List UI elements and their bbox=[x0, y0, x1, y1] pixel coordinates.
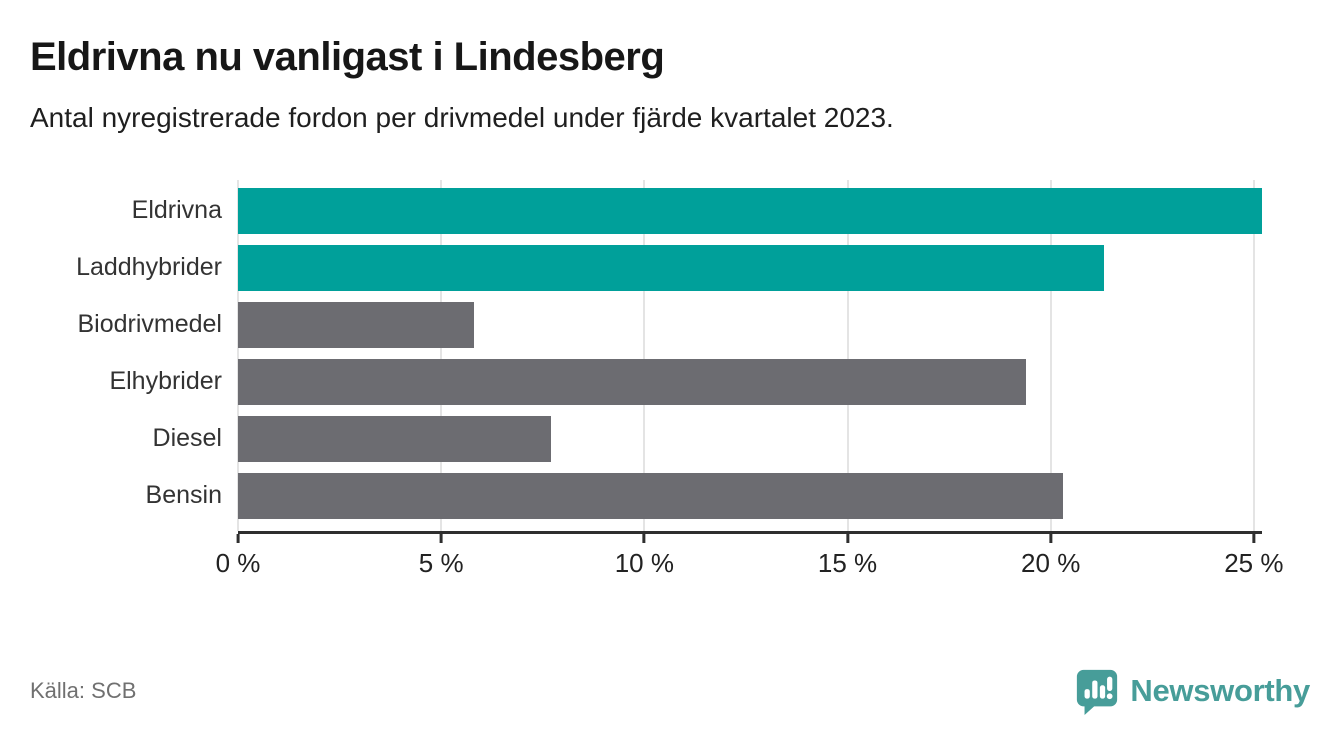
category-label: Elhybrider bbox=[109, 367, 222, 396]
x-axis-ticks: 0 % 5 % 10 % 15 % 20 % 25 % bbox=[216, 533, 1283, 579]
x-tick-mark bbox=[1049, 533, 1053, 543]
bar-row bbox=[238, 472, 1262, 519]
gridline bbox=[440, 179, 443, 531]
x-tick: 10 % bbox=[614, 533, 674, 579]
page-subtitle: Antal nyregistrerade fordon per drivmede… bbox=[30, 102, 894, 133]
x-tick-mark bbox=[1252, 533, 1256, 543]
x-tick: 20 % bbox=[1021, 533, 1081, 579]
gridline bbox=[237, 179, 239, 531]
x-tick-label: 20 % bbox=[1021, 547, 1081, 578]
newsworthy-logo-icon bbox=[1074, 667, 1120, 715]
category-label: Laddhybrider bbox=[76, 253, 222, 282]
x-tick-mark bbox=[439, 533, 443, 543]
chart-bar bbox=[238, 415, 551, 462]
chart-bar bbox=[238, 358, 1027, 405]
axis-spacer bbox=[30, 534, 238, 578]
category-label: Bensin bbox=[145, 481, 222, 510]
gridline bbox=[1049, 179, 1052, 531]
x-tick-mark bbox=[846, 533, 850, 543]
bar-chart: Eldrivna Laddhybrider Biodrivmedel Elhybrid… bbox=[30, 179, 1283, 579]
x-axis: 0 % 5 % 10 % 15 % 20 % 25 % bbox=[30, 533, 1283, 579]
bar-row bbox=[238, 187, 1262, 234]
x-tick-label: 0 % bbox=[215, 547, 261, 578]
bar-row bbox=[238, 358, 1262, 405]
x-tick: 15 % bbox=[817, 533, 878, 579]
x-tick-label: 5 % bbox=[418, 547, 464, 578]
x-tick-label: 10 % bbox=[614, 547, 674, 578]
category-label: Biodrivmedel bbox=[77, 310, 222, 339]
chart-bar bbox=[238, 244, 1104, 291]
x-tick: 5 % bbox=[418, 533, 464, 579]
newsworthy-logo: Newsworthy bbox=[1074, 667, 1310, 715]
footer: Källa: SCB Newsworthy bbox=[30, 667, 1310, 715]
newsworthy-brand-text: Newsworthy bbox=[1130, 673, 1310, 708]
gridline bbox=[1252, 179, 1255, 531]
chart-grid: Eldrivna Laddhybrider Biodrivmedel Elhybrid… bbox=[30, 179, 1262, 534]
chart-bar bbox=[238, 301, 474, 348]
chart-bar bbox=[238, 472, 1063, 519]
gridline bbox=[643, 179, 646, 531]
chart-plot bbox=[237, 179, 1262, 534]
category-label: Eldrivna bbox=[131, 196, 222, 225]
gridline bbox=[846, 179, 849, 531]
chart-bar bbox=[238, 187, 1262, 234]
source-text: Källa: SCB bbox=[30, 678, 137, 703]
category-label: Diesel bbox=[152, 424, 222, 453]
x-tick: 0 % bbox=[215, 533, 261, 579]
header: Eldrivna nu vanligast i Lindesberg Antal… bbox=[0, 0, 1340, 135]
x-tick-label: 25 % bbox=[1224, 547, 1284, 578]
category-labels: Eldrivna Laddhybrider Biodrivmedel Elhybrid… bbox=[30, 180, 238, 534]
x-tick-mark bbox=[642, 533, 646, 543]
bar-row bbox=[238, 415, 1262, 462]
bar-row bbox=[238, 301, 1262, 348]
x-tick: 25 % bbox=[1224, 533, 1284, 579]
page-title: Eldrivna nu vanligast i Lindesberg bbox=[30, 35, 665, 79]
x-tick-label: 15 % bbox=[817, 547, 878, 578]
bar-row bbox=[238, 244, 1262, 291]
x-tick-mark bbox=[236, 533, 240, 543]
